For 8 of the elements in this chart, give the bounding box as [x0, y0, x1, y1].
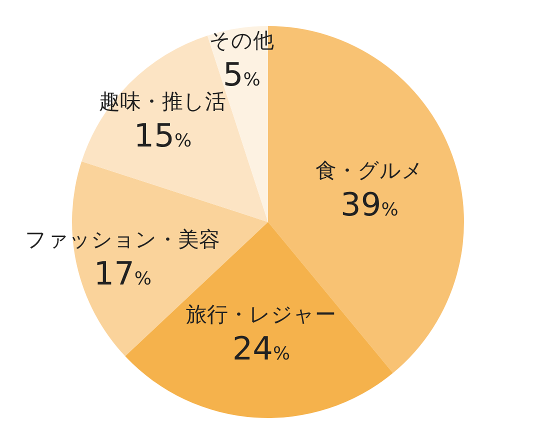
data-label: 15%	[134, 116, 192, 155]
data-label: 24%	[232, 330, 290, 368]
data-label: 17%	[94, 254, 152, 292]
slice-label: 旅行・レジャー	[186, 302, 336, 327]
slice-label: 食・グルメ	[315, 158, 424, 182]
data-label: 39%	[340, 185, 398, 224]
slice-label: ファッション・美容	[25, 227, 220, 252]
slice-label: その他	[209, 28, 274, 53]
